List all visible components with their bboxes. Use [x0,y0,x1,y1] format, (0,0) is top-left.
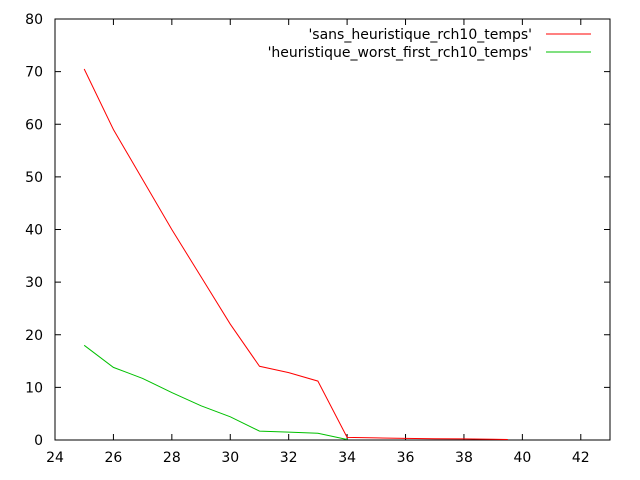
x-tick-label: 28 [163,450,181,466]
x-tick-label: 34 [338,450,356,466]
y-tick-label: 50 [25,170,43,186]
y-tick-label: 70 [25,65,43,81]
legend: 'sans_heuristique_rch10_temps' 'heuristiq… [268,27,591,61]
y-tick-label: 30 [25,275,43,291]
y-tick-label: 10 [25,380,43,396]
legend-label-1: 'sans_heuristique_rch10_temps' [308,27,532,43]
x-tick-labels: 24 26 28 30 32 34 36 38 40 42 [46,450,590,466]
x-tick-label: 32 [280,450,298,466]
x-tick-label: 36 [397,450,415,466]
series-line-1 [83,68,508,440]
y-tick-label: 40 [25,223,43,239]
legend-label-2: 'heuristique_worst_first_rch10_temps' [268,45,532,61]
y-tick-label: 60 [25,117,43,133]
x-tick-label: 38 [455,450,473,466]
x-tick-label: 24 [46,450,64,466]
x-tick-label: 42 [572,450,590,466]
x-tick-label: 30 [221,450,239,466]
y-tick-labels: 0 10 20 30 40 50 60 70 80 [25,12,43,449]
x-tick-label: 26 [105,450,123,466]
y-tick-label: 80 [25,12,43,28]
series-lines [83,68,508,440]
series-line-2 [83,344,348,440]
y-tick-label: 0 [34,433,43,449]
y-tick-label: 20 [25,328,43,344]
x-tick-label: 40 [513,450,531,466]
